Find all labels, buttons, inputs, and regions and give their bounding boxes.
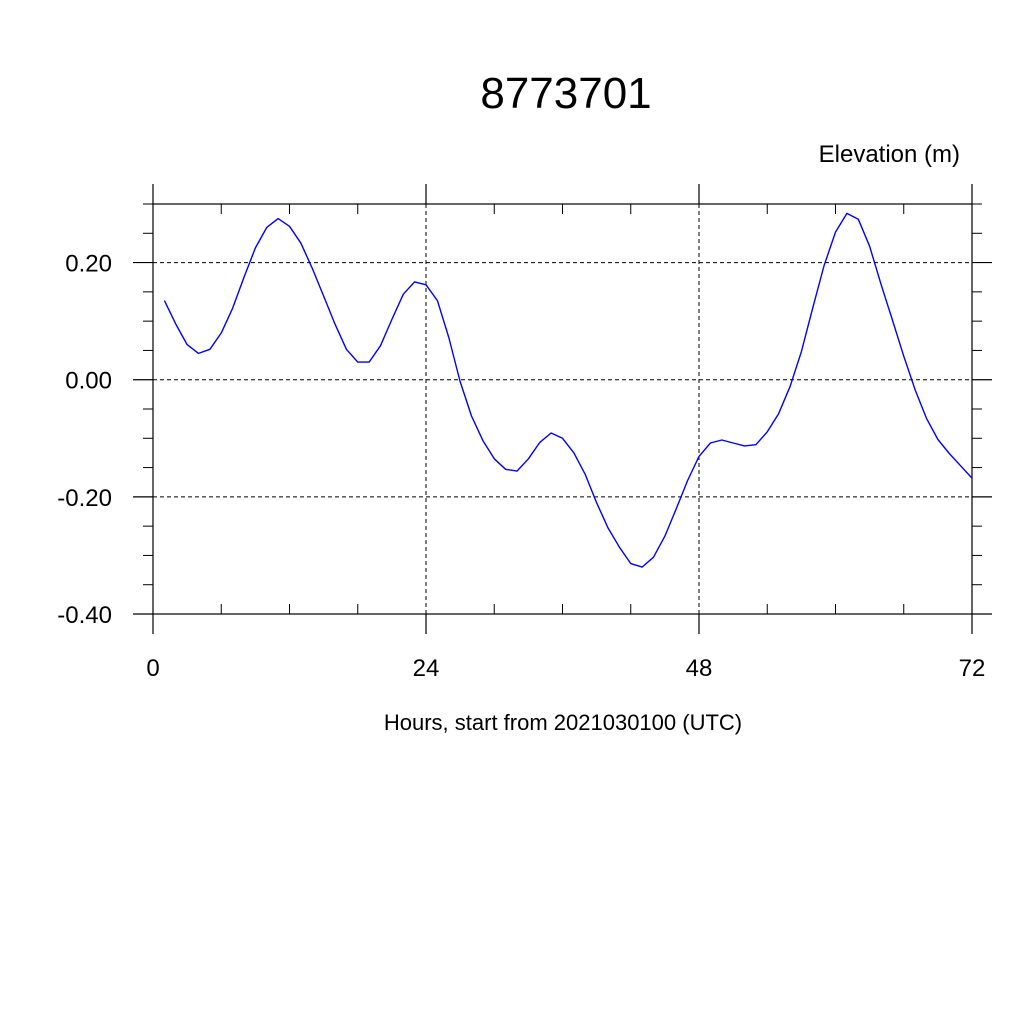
tick-layer bbox=[133, 184, 992, 634]
y-tick-label-1: -0.20 bbox=[57, 485, 112, 512]
x-axis-label: Hours, start from 2021030100 (UTC) bbox=[384, 710, 742, 735]
tick-label-layer: 0 24 48 72 -0.40 -0.20 0.00 0.20 bbox=[57, 251, 985, 682]
series-layer bbox=[163, 212, 973, 568]
plot-frame bbox=[152, 203, 973, 615]
x-tick-label-0: 0 bbox=[146, 655, 159, 682]
chart-title: 8773701 bbox=[480, 69, 651, 118]
grid-layer bbox=[152, 203, 973, 615]
series-line-0 bbox=[163, 212, 973, 568]
y-tick-label-3: 0.20 bbox=[65, 251, 112, 278]
y-tick-label-2: 0.00 bbox=[65, 368, 112, 395]
x-tick-label-3: 72 bbox=[959, 655, 986, 682]
y-tick-label-0: -0.40 bbox=[57, 602, 112, 629]
x-tick-label-1: 24 bbox=[413, 655, 440, 682]
x-tick-label-2: 48 bbox=[686, 655, 713, 682]
y-axis-label: Elevation (m) bbox=[819, 141, 960, 168]
